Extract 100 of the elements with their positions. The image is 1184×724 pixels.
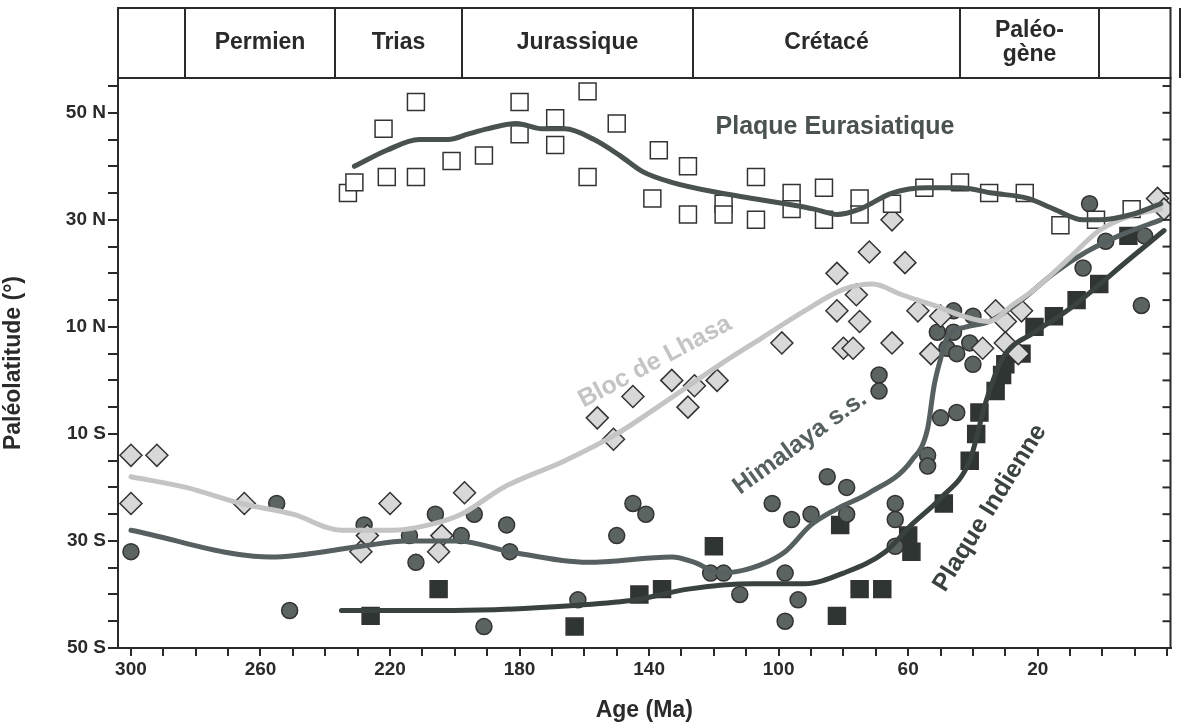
point — [746, 210, 766, 230]
x-tick-label: 300 — [115, 657, 147, 679]
y-tick-label: 50 S — [66, 636, 106, 658]
point — [119, 443, 143, 468]
point — [837, 505, 856, 523]
x-tick-label: 100 — [762, 657, 795, 679]
y-tick-label: 30 S — [66, 529, 106, 551]
point — [789, 591, 807, 609]
point — [880, 331, 904, 355]
text: Trias — [371, 28, 426, 55]
point — [378, 491, 402, 516]
x-tick-label: 220 — [374, 657, 406, 679]
point — [928, 323, 947, 341]
point — [948, 403, 966, 422]
point — [649, 141, 669, 160]
point — [705, 368, 729, 393]
point — [704, 537, 724, 556]
x-tick-label: 260 — [244, 657, 277, 679]
point — [119, 491, 143, 516]
point — [637, 505, 655, 523]
point — [746, 167, 766, 187]
point — [1080, 195, 1099, 213]
point — [374, 119, 393, 139]
x-tick-label: 60 — [897, 657, 919, 679]
point — [406, 167, 426, 187]
point — [578, 82, 597, 101]
point — [429, 579, 448, 599]
point — [545, 108, 565, 128]
point — [407, 553, 425, 572]
point — [893, 250, 917, 275]
x-tick-label: 20 — [1027, 657, 1049, 679]
point — [406, 92, 426, 112]
point — [847, 309, 872, 334]
point — [870, 382, 888, 400]
point — [857, 240, 882, 264]
point — [886, 494, 904, 513]
point — [510, 92, 529, 112]
y-tick-label: 30 N — [65, 208, 106, 230]
point — [776, 612, 794, 630]
y-axis-title: Paléolatitude (°) — [0, 275, 26, 451]
text: Paléo- gène — [994, 16, 1065, 67]
point — [919, 341, 943, 366]
point — [731, 585, 749, 604]
point — [906, 299, 930, 323]
point — [1051, 215, 1070, 235]
point — [948, 344, 966, 363]
point — [475, 617, 493, 636]
point — [841, 336, 865, 361]
point — [850, 579, 869, 599]
point — [426, 505, 445, 523]
point — [474, 146, 494, 165]
point — [345, 173, 364, 192]
point — [837, 478, 856, 497]
point — [814, 178, 834, 197]
point — [1074, 259, 1092, 277]
point — [565, 617, 584, 636]
point — [873, 579, 892, 599]
point — [970, 336, 995, 361]
point — [624, 494, 642, 513]
point — [714, 205, 733, 224]
point — [643, 189, 662, 208]
point — [452, 481, 477, 505]
point — [931, 409, 950, 427]
point — [578, 167, 597, 187]
point — [607, 526, 626, 545]
point — [145, 443, 169, 468]
x-axis-title: Age (Ma) — [595, 695, 693, 722]
text: Crétacé — [784, 28, 869, 55]
text: Jurassique — [516, 28, 639, 55]
point — [918, 457, 937, 475]
point — [776, 564, 794, 582]
point — [782, 510, 801, 529]
point — [870, 366, 888, 384]
point — [607, 114, 626, 133]
point — [678, 205, 698, 224]
point — [280, 601, 299, 620]
y-tick-label: 10 S — [66, 422, 106, 444]
y-tick-label: 10 N — [65, 315, 106, 337]
point — [1006, 341, 1031, 366]
point — [825, 261, 849, 286]
y-tick-label: 50 N — [65, 101, 106, 123]
point — [585, 406, 610, 430]
point — [377, 167, 397, 187]
point — [442, 151, 461, 171]
point — [886, 510, 904, 529]
x-tick-label: 140 — [633, 657, 665, 679]
point — [827, 606, 847, 626]
point — [676, 395, 700, 419]
point — [660, 368, 684, 393]
point — [545, 135, 565, 155]
point — [497, 516, 516, 534]
series-label: Plaque Eurasiatique — [715, 110, 955, 139]
point — [902, 542, 921, 561]
point — [825, 299, 849, 323]
point — [678, 157, 698, 176]
point — [1132, 296, 1151, 315]
text: Permien — [214, 28, 306, 55]
point — [770, 331, 794, 355]
point — [122, 542, 140, 561]
point — [763, 494, 781, 513]
